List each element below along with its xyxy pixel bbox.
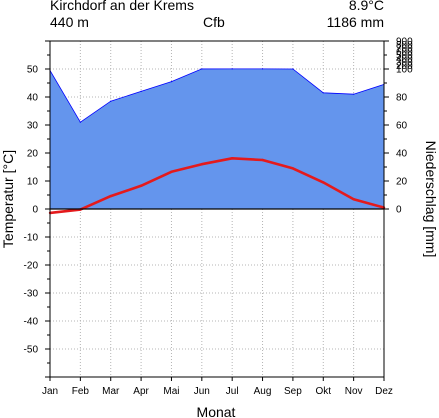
- y2-tick-label: 400: [396, 54, 413, 65]
- y-tick-label: 40: [27, 93, 39, 104]
- y2-tick-label: 40: [396, 149, 408, 160]
- temperature-line: [49, 157, 385, 215]
- y-tick-label: -30: [24, 289, 39, 300]
- y-tick-label: -50: [24, 345, 39, 356]
- y2-tick-label: 600: [396, 47, 413, 58]
- x-tick-label: Jul: [226, 386, 239, 397]
- precipitation-point: [170, 81, 173, 83]
- precipitation-point: [292, 68, 294, 70]
- y-tick-label: 50: [27, 65, 39, 76]
- precipitation-point: [79, 121, 81, 123]
- station-name: Kirchdorf an der Krems: [50, 0, 194, 13]
- temperature-point: [230, 157, 234, 160]
- temperature-point: [200, 163, 204, 166]
- y-axis-title: Temperatur [°C]: [0, 150, 16, 248]
- precipitation-point: [353, 93, 355, 95]
- mean-temperature: 8.9°C: [348, 0, 384, 13]
- y-tick-label: -20: [24, 261, 39, 272]
- y2-tick-label: 700: [396, 44, 413, 55]
- y2-tick-label: 900: [396, 37, 413, 48]
- y2-tick-label: 60: [396, 121, 408, 132]
- precipitation-area: [49, 68, 385, 209]
- precipitation-area-fill: [50, 68, 384, 209]
- precipitation-line: [49, 68, 385, 123]
- x-tick-label: Dez: [375, 386, 393, 397]
- y-tick-label: 10: [27, 177, 39, 188]
- y-tick-label: 0: [32, 205, 38, 216]
- temperature-point: [352, 198, 355, 201]
- temperature-series: [48, 157, 386, 215]
- precipitation-point: [110, 100, 112, 102]
- precipitation-point: [201, 68, 203, 70]
- x-tick-label: Jun: [194, 386, 210, 397]
- y2-tick-label: 100: [396, 65, 413, 76]
- annual-precipitation: 1186 mm: [326, 14, 384, 30]
- x-tick-label: Mar: [102, 386, 120, 397]
- temperature-point: [322, 181, 325, 184]
- x-tick-label: Feb: [72, 386, 90, 397]
- x-tick-label: Sep: [284, 386, 302, 397]
- x-tick-label: Nov: [345, 386, 363, 397]
- koeppen-class: Cfb: [203, 14, 225, 30]
- y2-tick-label: 800: [396, 40, 413, 51]
- precipitation-point: [231, 68, 233, 70]
- x-axis-title: Monat: [197, 404, 236, 418]
- temperature-point: [261, 158, 264, 162]
- x-tick-label: Aug: [254, 386, 272, 397]
- y-tick-label: 30: [27, 121, 39, 132]
- precipitation-point: [261, 68, 264, 70]
- y-tick-label: -10: [24, 233, 39, 244]
- axis-ticks: -50-40-30-20-100102030405002040608010020…: [24, 37, 414, 398]
- precipitation-point: [322, 92, 324, 94]
- temperature-point: [291, 167, 295, 170]
- temperature-point: [139, 184, 143, 187]
- x-tick-label: Jan: [42, 386, 58, 397]
- x-tick-label: Apr: [133, 386, 149, 397]
- station-elevation: 440 m: [50, 14, 89, 30]
- x-tick-label: Okt: [315, 386, 331, 397]
- y2-tick-label: 300: [396, 58, 413, 69]
- y2-tick-label: 200: [396, 61, 413, 72]
- y2-axis-title: Niederschlag [mm]: [423, 141, 439, 258]
- y2-tick-label: 80: [396, 93, 408, 104]
- y2-tick-label: 0: [396, 205, 402, 216]
- temperature-point: [109, 194, 112, 198]
- x-tick-label: Mai: [163, 386, 179, 397]
- precipitation-point: [140, 90, 142, 92]
- y2-tick-label: 20: [396, 177, 408, 188]
- y2-tick-label: 500: [396, 51, 413, 62]
- y-tick-label: -40: [24, 317, 39, 328]
- temperature-point: [170, 170, 173, 173]
- y-tick-label: 20: [27, 149, 39, 160]
